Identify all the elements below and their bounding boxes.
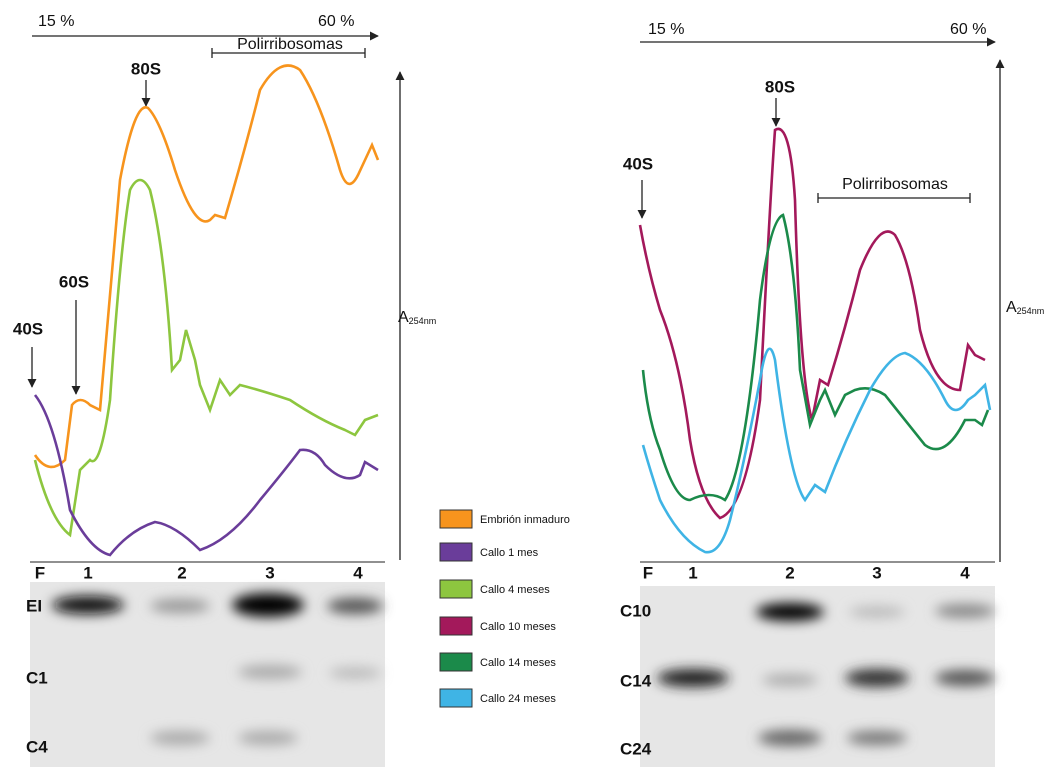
fraction-label: 2 xyxy=(785,563,794,582)
band xyxy=(150,731,210,745)
y-subscript: 254nm xyxy=(1017,306,1045,316)
gradient-end: 60 % xyxy=(318,13,354,30)
y-axis-label: A254nm xyxy=(398,309,436,326)
blot-row-label: C1 xyxy=(26,668,48,687)
y-axis-label: A254nm xyxy=(1006,299,1044,316)
legend-label: Callo 24 meses xyxy=(480,693,556,705)
band xyxy=(657,669,729,687)
band xyxy=(150,599,210,613)
legend-swatch xyxy=(440,510,472,528)
fraction-label: 3 xyxy=(872,563,881,582)
band xyxy=(849,606,905,618)
polysome-label: Polirribosomas xyxy=(237,36,343,53)
legend-swatch xyxy=(440,653,472,671)
profile-curve xyxy=(643,349,990,552)
gradient-end: 60 % xyxy=(950,21,986,38)
fraction-label: F xyxy=(35,563,45,582)
legend-swatch xyxy=(440,543,472,561)
legend: Embrión inmaduro Callo 1 mes Callo 4 mes… xyxy=(440,510,570,707)
y-label: A xyxy=(398,309,409,326)
band xyxy=(238,731,298,745)
band xyxy=(845,669,909,687)
right-panel: 15 % 60 % 80S 40S Polirribosomas A254nm … xyxy=(620,21,1044,767)
legend-label: Callo 14 meses xyxy=(480,657,556,669)
gradient-start: 15 % xyxy=(648,21,684,38)
peak-label: 40S xyxy=(13,319,43,338)
blot-row-label: C24 xyxy=(620,739,652,758)
band xyxy=(758,730,822,746)
polysome-label: Polirribosomas xyxy=(842,176,948,193)
blot-row-label: C10 xyxy=(620,601,651,620)
peak-label: 80S xyxy=(765,77,795,96)
legend-swatch xyxy=(440,580,472,598)
fraction-label: 1 xyxy=(688,563,697,582)
legend-label: Callo 4 meses xyxy=(480,584,550,596)
band xyxy=(847,731,907,745)
band xyxy=(762,674,818,686)
legend-label: Callo 10 meses xyxy=(480,621,556,633)
fraction-label: 4 xyxy=(353,563,363,582)
profile-curve xyxy=(35,66,378,467)
band xyxy=(52,596,124,614)
fraction-label: 4 xyxy=(960,563,970,582)
peak-label: 40S xyxy=(623,154,653,173)
blot-row-label: C4 xyxy=(26,737,48,756)
band xyxy=(232,593,304,617)
legend-swatch xyxy=(440,617,472,635)
blot-row-label: C14 xyxy=(620,671,652,690)
profile-curve xyxy=(35,180,378,535)
band xyxy=(327,598,383,614)
peak-label: 60S xyxy=(59,272,89,291)
legend-label: Embrión inmaduro xyxy=(480,514,570,526)
polysome-bracket xyxy=(818,193,970,203)
band xyxy=(935,670,995,686)
band xyxy=(238,665,302,679)
y-label: A xyxy=(1006,299,1017,316)
legend-swatch xyxy=(440,689,472,707)
legend-label: Callo 1 mes xyxy=(480,547,539,559)
blot-row-label: EI xyxy=(26,596,42,615)
fraction-label: 3 xyxy=(265,563,274,582)
fraction-label: F xyxy=(643,563,653,582)
figure: 15 % 60 % Polirribosomas 80S 60S 40S A25… xyxy=(0,0,1051,767)
band xyxy=(756,603,824,621)
fraction-label: 1 xyxy=(83,563,92,582)
fraction-label: 2 xyxy=(177,563,186,582)
profile-curve xyxy=(35,395,378,555)
gradient-start: 15 % xyxy=(38,13,74,30)
y-subscript: 254nm xyxy=(409,316,437,326)
band xyxy=(935,604,995,618)
band xyxy=(329,667,381,679)
peak-label: 80S xyxy=(131,59,161,78)
left-panel: 15 % 60 % Polirribosomas 80S 60S 40S A25… xyxy=(13,13,436,767)
profile-curve xyxy=(643,215,988,500)
